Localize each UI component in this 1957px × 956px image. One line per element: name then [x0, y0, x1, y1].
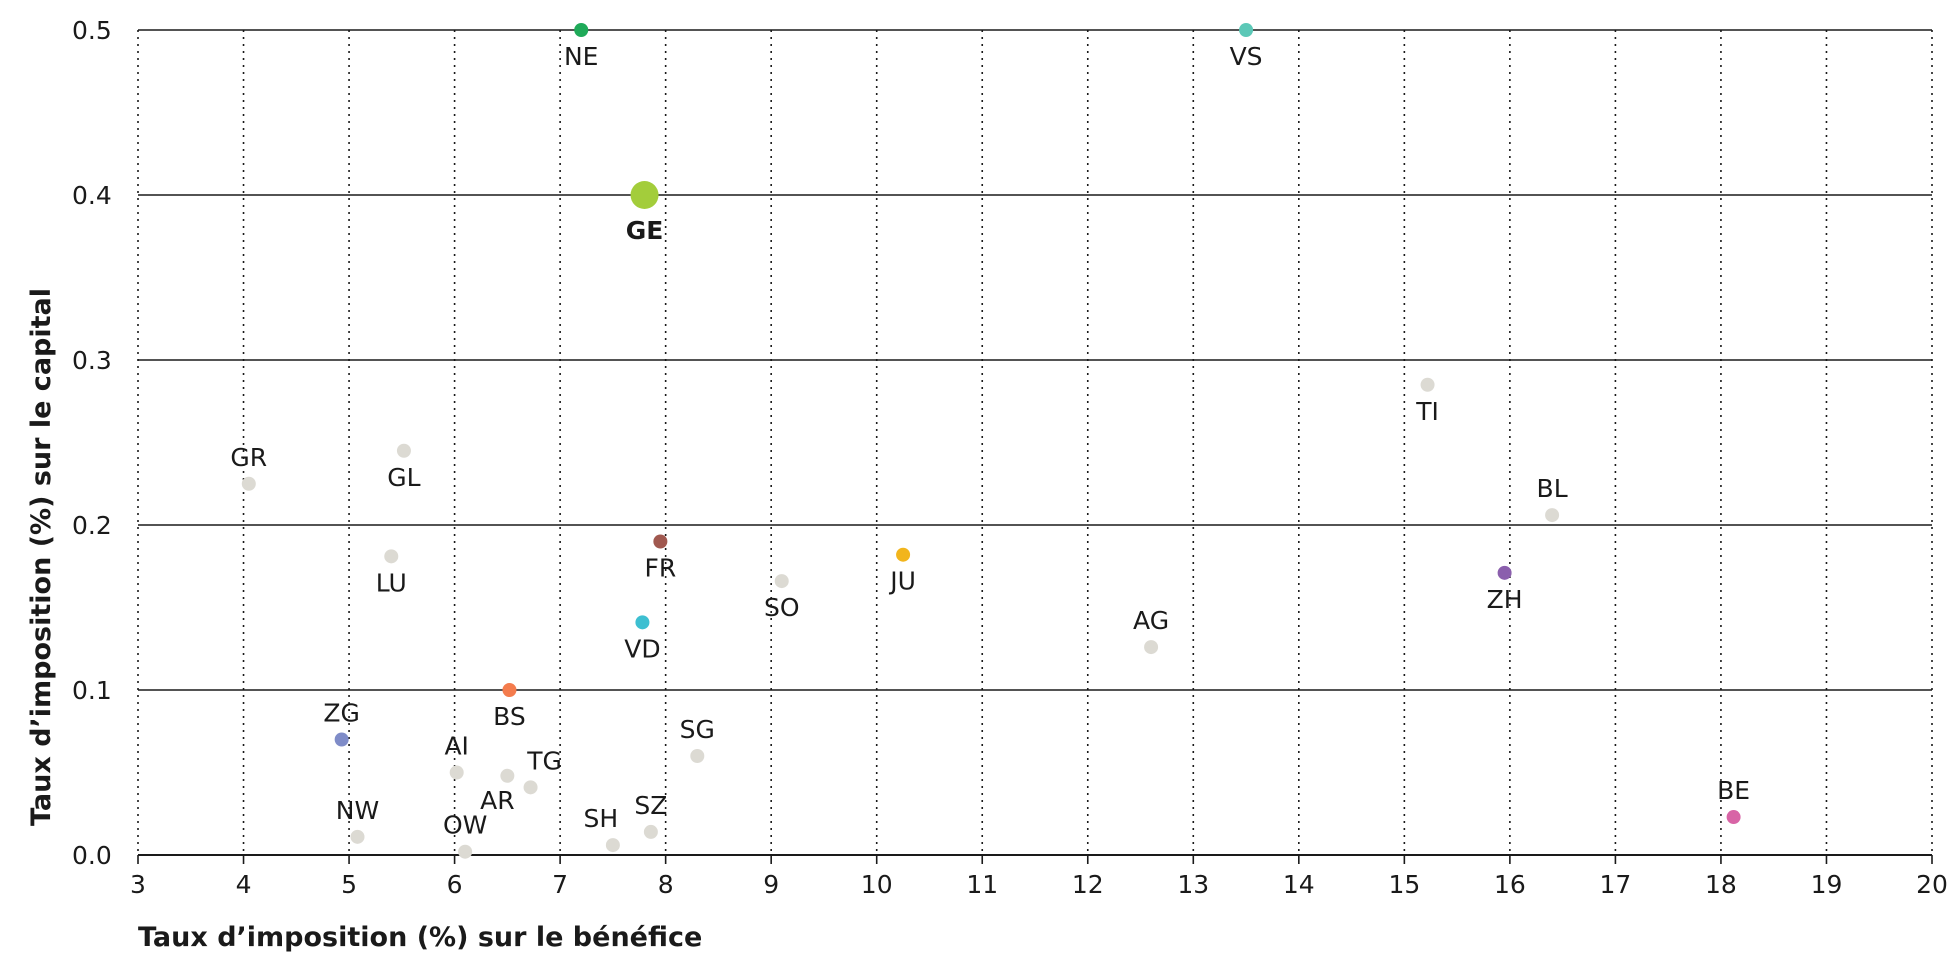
point-label-so: SO: [764, 593, 800, 622]
point-label-ne: NE: [564, 42, 599, 71]
x-axis-title: Taux d’imposition (%) sur le bénéfice: [138, 922, 702, 953]
x-tick-label: 3: [130, 870, 146, 899]
data-point-ne: [574, 23, 589, 37]
data-point-sz: [643, 824, 658, 839]
point-label-be: BE: [1717, 776, 1750, 805]
data-point-ge: [630, 181, 659, 209]
data-point-vs: [1239, 23, 1254, 37]
data-point-zh: [1497, 565, 1512, 580]
x-tick-label: 18: [1705, 870, 1737, 899]
data-point-vd: [635, 615, 650, 630]
y-tick-label: 0.4: [72, 181, 112, 210]
data-point-ag: [1144, 640, 1159, 655]
data-point-ai: [449, 765, 464, 780]
data-point-lu: [384, 549, 399, 564]
data-point-so: [774, 574, 789, 589]
data-point-be: [1726, 810, 1741, 825]
point-label-vs: VS: [1230, 42, 1263, 71]
x-tick-label: 19: [1811, 870, 1843, 899]
point-label-sz: SZ: [634, 791, 667, 820]
x-tick-label: 16: [1494, 870, 1526, 899]
point-label-gr: GR: [230, 443, 267, 472]
data-point-bl: [1545, 508, 1560, 523]
point-label-ge: GE: [626, 216, 664, 245]
point-label-ag: AG: [1133, 606, 1169, 635]
y-tick-label: 0.5: [72, 16, 112, 45]
point-label-tg: TG: [526, 746, 562, 775]
data-point-sg: [690, 749, 705, 763]
data-points: NE VS GE TI GR GL BL LU FR JU SO ZH VD AG BS ZG SG AI AR TG…: [230, 23, 1750, 859]
point-label-vd: VD: [624, 634, 660, 663]
y-axis-title: Taux d’imposition (%) sur le capital: [26, 288, 57, 826]
x-tick-label: 8: [658, 870, 674, 899]
x-tick-label: 15: [1388, 870, 1420, 899]
data-point-tg: [523, 780, 538, 795]
point-label-bs: BS: [493, 702, 526, 731]
x-tick-label: 9: [763, 870, 779, 899]
y-tick-label: 0.3: [72, 346, 112, 375]
x-tick-label: 10: [861, 870, 893, 899]
x-tick-label: 7: [552, 870, 568, 899]
data-point-gl: [396, 443, 411, 458]
point-label-bl: BL: [1537, 474, 1568, 503]
x-tick-label: 12: [1072, 870, 1104, 899]
data-point-fr: [653, 534, 668, 549]
point-label-zh: ZH: [1487, 585, 1523, 614]
data-point-ju: [896, 547, 911, 562]
point-label-ju: JU: [888, 567, 916, 596]
data-point-sh: [605, 838, 620, 853]
point-label-zg: ZG: [323, 699, 360, 728]
data-point-gr: [241, 476, 256, 491]
y-tick-label: 0.1: [72, 676, 112, 705]
data-point-bs: [502, 683, 517, 697]
point-label-sh: SH: [584, 804, 619, 833]
y-tick-label: 0.2: [72, 511, 112, 540]
x-tick-label: 17: [1600, 870, 1632, 899]
x-tick-label: 11: [966, 870, 998, 899]
horizontal-gridlines: [138, 29, 1932, 856]
data-point-zg: [334, 732, 349, 747]
x-tick-label: 20: [1916, 870, 1948, 899]
point-label-ar: AR: [480, 786, 514, 815]
point-label-ai: AI: [444, 732, 468, 761]
data-point-ar: [500, 768, 515, 783]
point-label-lu: LU: [376, 568, 407, 597]
point-label-ow: OW: [443, 811, 487, 840]
data-point-nw: [350, 829, 365, 844]
x-tick-label: 14: [1283, 870, 1315, 899]
point-label-gl: GL: [387, 463, 420, 492]
data-point-ti: [1420, 377, 1435, 392]
point-label-nw: NW: [336, 796, 379, 825]
y-axis-ticks: 0.0 0.1 0.2 0.3 0.4 0.5: [72, 16, 112, 870]
data-point-ow: [458, 844, 473, 859]
point-label-fr: FR: [644, 554, 676, 583]
x-tick-label: 5: [341, 870, 357, 899]
x-tick-label: 4: [236, 870, 252, 899]
point-label-ti: TI: [1415, 397, 1439, 426]
vertical-gridlines: [137, 30, 1933, 855]
x-tick-label: 6: [447, 870, 463, 899]
point-label-sg: SG: [680, 715, 715, 744]
y-tick-label: 0.0: [72, 841, 112, 870]
x-axis-ticks: 3 4 5 6 7 8 9 10 11 12 13 14 15 16 17 18 19 20: [130, 855, 1948, 899]
x-tick-label: 13: [1177, 870, 1209, 899]
